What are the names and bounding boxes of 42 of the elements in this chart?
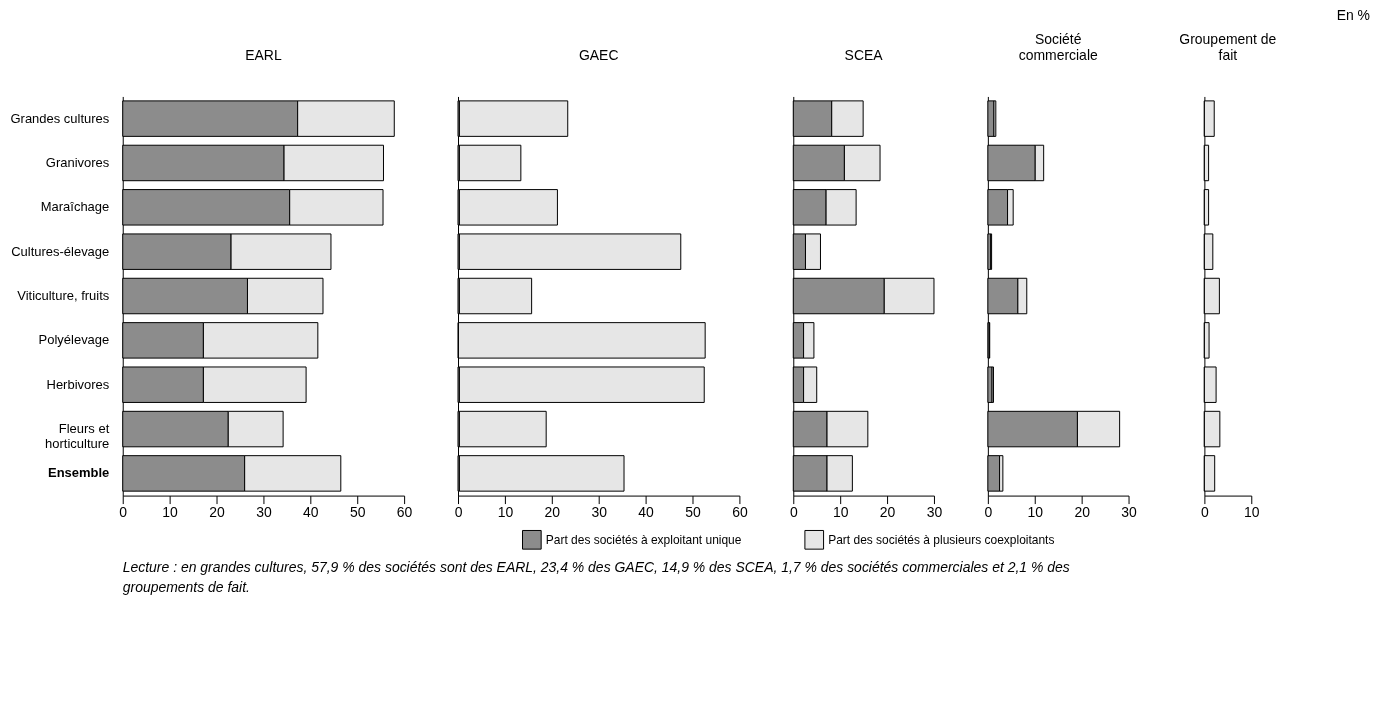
y-tick-label: Viticulture, fruits [17,288,110,304]
chart-title: GAEC [578,46,619,63]
y-tick-label: Grandes cultures [10,110,110,126]
y-tick-label: Granivores [45,154,110,170]
y-tick-label: Polyélevage [38,332,110,348]
y-tick-label: Fleurs et horticulture [45,421,110,452]
x-tick-label: 30 [591,504,608,521]
x-tick-label: 0 [1201,504,1209,521]
y-tick-label: Herbivores [46,376,110,392]
x-tick-label: 10 [1244,504,1260,521]
y-tick-label: Cultures-élevage [11,243,110,259]
chart-title: EARL [245,46,282,63]
x-tick-label: 20 [879,504,896,521]
x-tick-label: 40 [303,504,319,521]
x-tick-label: 10 [832,504,849,521]
x-tick-label: 60 [732,504,748,521]
x-tick-label: 30 [1121,504,1138,521]
text: En % [1336,6,1371,23]
x-tick-label: 50 [349,504,366,521]
x-tick-label: 10 [497,504,514,521]
x-tick-label: 0 [789,504,798,521]
legend-label: Part des sociétés à plusieurs coexploitants [828,532,1055,547]
chart-title: Société commerciale [1018,30,1098,63]
y-tick-label: Maraîchage [40,199,110,215]
x-tick-label: 10 [162,504,179,521]
x-tick-label: 20 [544,504,561,521]
x-tick-label: 50 [685,504,701,521]
text: Lecture : en grandes cultures, 57,9 % des sociétés sont des EARL, 23,4 % des GAEC, 14,9 % des SCEA, 1,7 % des sociétés commerciales et 2,1 % des groupements de fait. [122,559,1070,596]
x-tick-label: 60 [396,504,413,521]
x-tick-label: 20 [1074,504,1091,521]
x-tick-label: 30 [926,504,943,521]
x-tick-label: 30 [256,504,272,521]
x-tick-label: 0 [119,504,128,521]
x-tick-label: 40 [638,504,655,521]
x-tick-label: 0 [984,504,993,521]
y-tick-label: Ensemble [47,465,110,481]
legend-label: Part des sociétés à exploitant unique [545,532,742,547]
chart-title: Groupement de fait [1179,30,1277,63]
x-tick-label: 0 [454,504,463,521]
chart-title: SCEA [844,46,884,63]
x-tick-label: 20 [209,504,226,521]
x-tick-label: 10 [1027,504,1044,521]
